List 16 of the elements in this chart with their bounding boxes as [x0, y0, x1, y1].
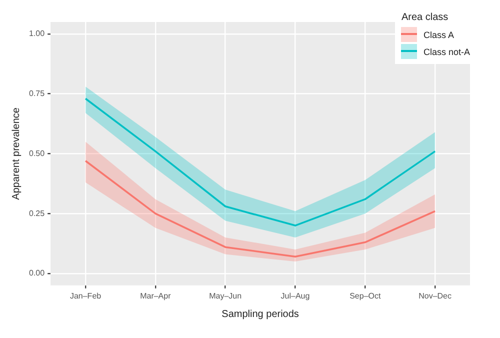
y-tick-label: 0.25	[28, 208, 46, 218]
legend-label: Class A	[423, 30, 454, 40]
x-tick-label: May–Jun	[209, 291, 242, 300]
y-tick-label: 0.75	[28, 89, 46, 98]
y-axis-title: Apparent prevalence	[10, 107, 22, 200]
x-tick-label: Nov–Dec	[418, 291, 452, 300]
y-tick-label: 1.00	[28, 29, 46, 38]
x-tick-label: Jul–Aug	[280, 291, 310, 300]
x-tick-label: Sep–Oct	[350, 291, 382, 300]
y-tick-label: 0.00	[28, 268, 46, 278]
y-tick-label: 0.50	[28, 148, 46, 158]
legend-label: Class not-A	[423, 46, 470, 56]
legend-title: Area class	[401, 12, 450, 23]
x-axis-title: Sampling periods	[222, 308, 299, 320]
x-tick-label: Jan–Feb	[70, 291, 102, 300]
x-tick-label: Mar–Apr	[140, 291, 172, 300]
